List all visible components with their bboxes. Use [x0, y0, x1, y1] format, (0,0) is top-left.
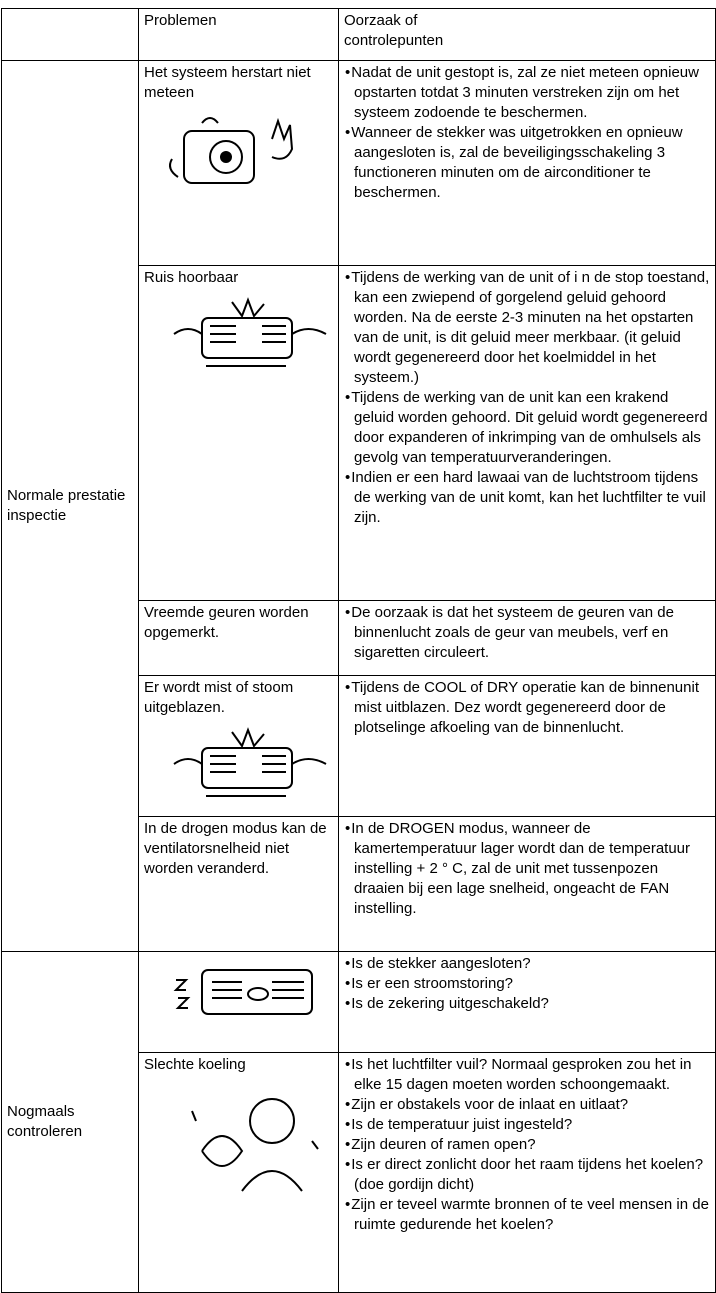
cause-item: Zijn er teveel warmte bronnen of te veel…	[344, 1195, 710, 1235]
cause-cell: In de DROGEN modus, wanneer de kamertemp…	[338, 816, 716, 952]
cause-cell: Is de stekker aangesloten?Is er een stro…	[338, 951, 716, 1053]
cause-item: Is er direct zonlicht door het raam tijd…	[344, 1155, 710, 1195]
cause-cell: Nadat de unit gestopt is, zal ze niet me…	[338, 60, 716, 266]
header-cell: Problemen	[138, 8, 339, 61]
header-row: Problemen Oorzaak of controlepunten	[1, 8, 716, 61]
table-body: Problemen Oorzaak of controlepunten Norm…	[1, 8, 716, 1293]
cause-cell: Is het luchtfilter vuil? Normaal gesprok…	[338, 1052, 716, 1293]
table-row: Normale prestatie inspectie Het systeem h…	[1, 60, 716, 952]
illustration	[173, 727, 327, 797]
group-label: Nogmaals controleren	[1, 951, 139, 1293]
problem-text: Er wordt mist of stoom uitgeblazen.	[144, 679, 294, 716]
troubleshooting-table: Problemen Oorzaak of controlepunten Norm…	[1, 8, 716, 1293]
problem-cell: Vreemde geuren worden opgemerkt.	[138, 600, 339, 676]
table-row: Slechte koeling Is het luchtfilter vuil? …	[2, 1052, 716, 1293]
cause-item: In de DROGEN modus, wanneer de kamertemp…	[344, 819, 710, 919]
cause-item: Is de stekker aangesloten?	[344, 954, 710, 974]
problem-cell: In de drogen modus kan de ventilatorsnel…	[138, 816, 339, 952]
cause-item: De oorzaak is dat het systeem de geuren …	[344, 603, 710, 663]
cause-list: Is het luchtfilter vuil? Normaal gesprok…	[344, 1055, 710, 1235]
illustration	[173, 297, 327, 367]
cause-item: Is het luchtfilter vuil? Normaal gesprok…	[344, 1055, 710, 1095]
cause-item: Is de zekering uitgeschakeld?	[344, 994, 710, 1014]
problem-cell: Er wordt mist of stoom uitgeblazen.	[138, 675, 339, 817]
problem-text: Het systeem herstart niet meteen	[144, 64, 311, 101]
cause-item: Indien er een hard lawaai van de luchtst…	[344, 468, 710, 528]
cause-item: Is er een stroomstoring?	[344, 974, 710, 994]
header-cell: Oorzaak of controlepunten	[338, 8, 716, 61]
problem-text: Slechte koeling	[144, 1056, 246, 1073]
problem-cell	[138, 951, 339, 1053]
cause-item: Zijn er obstakels voor de inlaat en uitl…	[344, 1095, 710, 1115]
header-text: Oorzaak of controlepunten	[344, 12, 444, 49]
table-row: Er wordt mist of stoom uitgeblazen. Tijde…	[2, 675, 716, 817]
cause-cell: Tijdens de werking van de unit of i n de…	[338, 265, 716, 601]
cause-list: De oorzaak is dat het systeem de geuren …	[344, 603, 710, 663]
cause-cell: Tijdens de COOL of DRY operatie kan de b…	[338, 675, 716, 817]
cause-item: Tijdens de COOL of DRY operatie kan de b…	[344, 678, 710, 738]
problem-text: In de drogen modus kan de ventilatorsnel…	[144, 820, 327, 877]
table-row: In de drogen modus kan de ventilatorsnel…	[2, 816, 716, 952]
cause-list: In de DROGEN modus, wanneer de kamertemp…	[344, 819, 710, 919]
cause-item: Tijdens de werking van de unit kan een k…	[344, 388, 710, 468]
problem-text: Vreemde geuren worden opgemerkt.	[144, 604, 309, 641]
cause-list: Is de stekker aangesloten?Is er een stro…	[344, 954, 710, 1014]
cause-list: Tijdens de werking van de unit of i n de…	[344, 268, 710, 528]
cause-item: Zijn deuren of ramen open?	[344, 1135, 710, 1155]
group-label: Normale prestatie inspectie	[1, 60, 139, 952]
table-row: Ruis hoorbaar Tijdens de werking van de u…	[2, 265, 716, 601]
cause-item: Tijdens de werking van de unit of i n de…	[344, 268, 710, 388]
header-cell	[1, 8, 139, 61]
illustration	[169, 117, 294, 184]
illustration	[191, 1098, 319, 1192]
problem-text: Ruis hoorbaar	[144, 269, 239, 286]
cause-item: Nadat de unit gestopt is, zal ze niet me…	[344, 63, 710, 123]
problem-cell: Slechte koeling	[138, 1052, 339, 1293]
cause-cell: De oorzaak is dat het systeem de geuren …	[338, 600, 716, 676]
cause-item: Wanneer de stekker was uitgetrokken en o…	[344, 123, 710, 203]
problem-cell: Het systeem herstart niet meteen	[138, 60, 339, 266]
illustration	[173, 969, 313, 1015]
cause-item: Is de temperatuur juist ingesteld?	[344, 1115, 710, 1135]
table-row: Vreemde geuren worden opgemerkt. De oorza…	[2, 600, 716, 676]
table-row: Nogmaals controleren Is de stekker aanges…	[1, 951, 716, 1293]
cause-list: Nadat de unit gestopt is, zal ze niet me…	[344, 63, 710, 203]
problem-cell: Ruis hoorbaar	[138, 265, 339, 601]
cause-list: Tijdens de COOL of DRY operatie kan de b…	[344, 678, 710, 738]
